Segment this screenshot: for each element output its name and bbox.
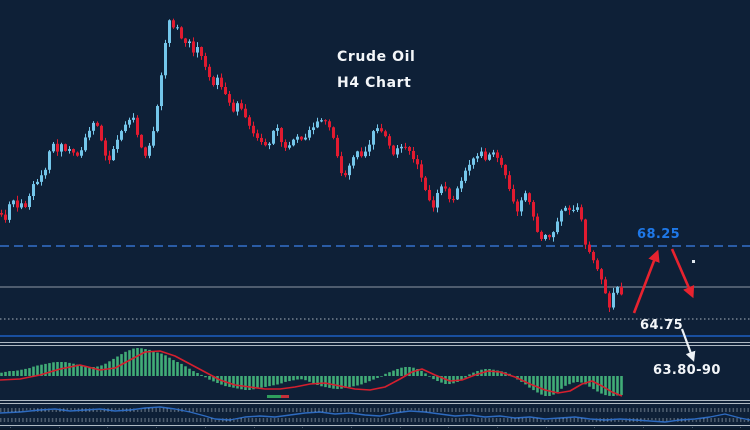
macd-signal-line bbox=[0, 350, 623, 397]
breakdown-white-arrow[interactable] bbox=[680, 328, 696, 362]
candlestick-series bbox=[0, 18, 623, 312]
annotation-dot bbox=[692, 260, 695, 263]
oscillator-pane[interactable] bbox=[0, 406, 750, 423]
support-level-label: 64.75 bbox=[640, 318, 684, 333]
oscillator-line bbox=[0, 406, 750, 423]
bounce-up-arrow[interactable] bbox=[632, 249, 660, 314]
mini-marker bbox=[281, 395, 289, 398]
mini-marker bbox=[267, 395, 281, 398]
time-axis-strip bbox=[0, 428, 750, 430]
annotation-arrows[interactable] bbox=[632, 248, 696, 362]
chart-title: Crude Oil H4 Chart bbox=[337, 44, 415, 96]
rejection-down-arrow[interactable] bbox=[670, 248, 695, 299]
target-zone-label: 63.80-90 bbox=[653, 363, 721, 378]
chart-title-timeframe: H4 Chart bbox=[337, 75, 412, 91]
resistance-level-label: 68.25 bbox=[637, 227, 681, 242]
macd-histogram-pane[interactable] bbox=[0, 348, 623, 398]
chart-title-symbol: Crude Oil bbox=[337, 49, 416, 65]
key-level-lines[interactable] bbox=[0, 245, 750, 337]
